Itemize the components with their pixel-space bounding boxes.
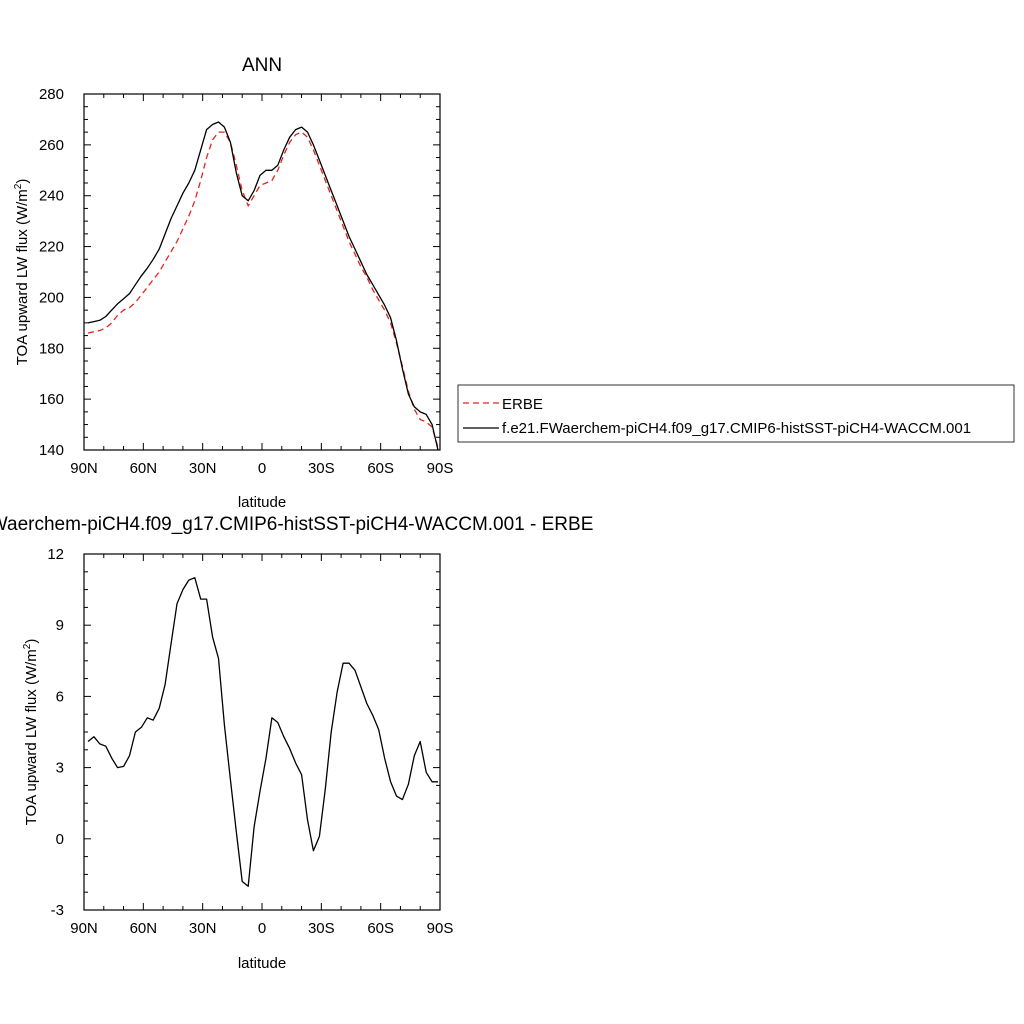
series-line-0: [87, 577, 438, 887]
y-tick-label: 220: [39, 239, 64, 256]
x-tick-label: 0: [258, 460, 266, 477]
legend: ERBE f.e21.FWaerchem-piCH4.f09_g17.CMIP6…: [457, 384, 1015, 443]
x-tick-label: 60N: [130, 460, 158, 477]
x-tick-label: 60S: [367, 920, 394, 937]
series-lines: [87, 121, 439, 451]
series-lines: [87, 577, 438, 887]
x-tick-label: 30N: [189, 460, 217, 477]
x-tick-label: 90N: [70, 460, 98, 477]
legend-label-erbe: ERBE: [502, 396, 543, 413]
chart-title: f.e21.FWaerchem-piCH4.f09_g17.CMIP6-hist…: [0, 514, 593, 535]
y-tick-label: 140: [39, 442, 64, 459]
y-tick-label: 6: [56, 688, 64, 705]
y-tick-label: -3: [51, 902, 64, 919]
x-axis-label: latitude: [238, 955, 286, 972]
y-axis-label: TOA upward LW flux (W/m2): [22, 639, 40, 826]
y-axis-label: TOA upward LW flux (W/m2): [13, 179, 31, 366]
x-tick-label: 30S: [308, 920, 335, 937]
axis-ticks: 90N 60N 30N 0 30S 60S 90S 140 160 180 200 220 240 260…: [39, 86, 453, 477]
y-tick-label: 3: [56, 760, 64, 777]
top-panel: ANN latitude TOA upward LW flux (W/m2) 9…: [13, 55, 453, 511]
x-tick-label: 60S: [367, 460, 394, 477]
y-tick-label: 0: [56, 831, 64, 848]
legend-label-model: f.e21.FWaerchem-piCH4.f09_g17.CMIP6-hist…: [502, 420, 971, 437]
x-tick-label: 90S: [427, 920, 454, 937]
y-tick-label: 160: [39, 391, 64, 408]
x-tick-label: 60N: [130, 920, 158, 937]
series-line-0: [87, 131, 439, 448]
y-tick-label: 12: [47, 546, 64, 563]
y-tick-label: 280: [39, 86, 64, 103]
y-tick-label: 260: [39, 137, 64, 154]
bottom-panel: f.e21.FWaerchem-piCH4.f09_g17.CMIP6-hist…: [0, 514, 593, 972]
plot-frame: [83, 93, 441, 451]
axis-ticks: 90N 60N 30N 0 30S 60S 90S -3 0 3 6 9 12: [47, 546, 453, 937]
plot-frame: [83, 553, 441, 911]
chart-title: ANN: [242, 55, 282, 76]
y-tick-label: 180: [39, 340, 64, 357]
series-line-1: [87, 121, 439, 451]
x-tick-label: 30S: [308, 460, 335, 477]
y-tick-label: 9: [56, 617, 64, 634]
x-tick-label: 90N: [70, 920, 98, 937]
y-tick-label: 240: [39, 188, 64, 205]
x-tick-label: 0: [258, 920, 266, 937]
y-tick-label: 200: [39, 289, 64, 306]
x-axis-label: latitude: [238, 494, 286, 511]
x-tick-label: 90S: [427, 460, 454, 477]
legend-box: [457, 384, 1015, 443]
x-tick-label: 30N: [189, 920, 217, 937]
